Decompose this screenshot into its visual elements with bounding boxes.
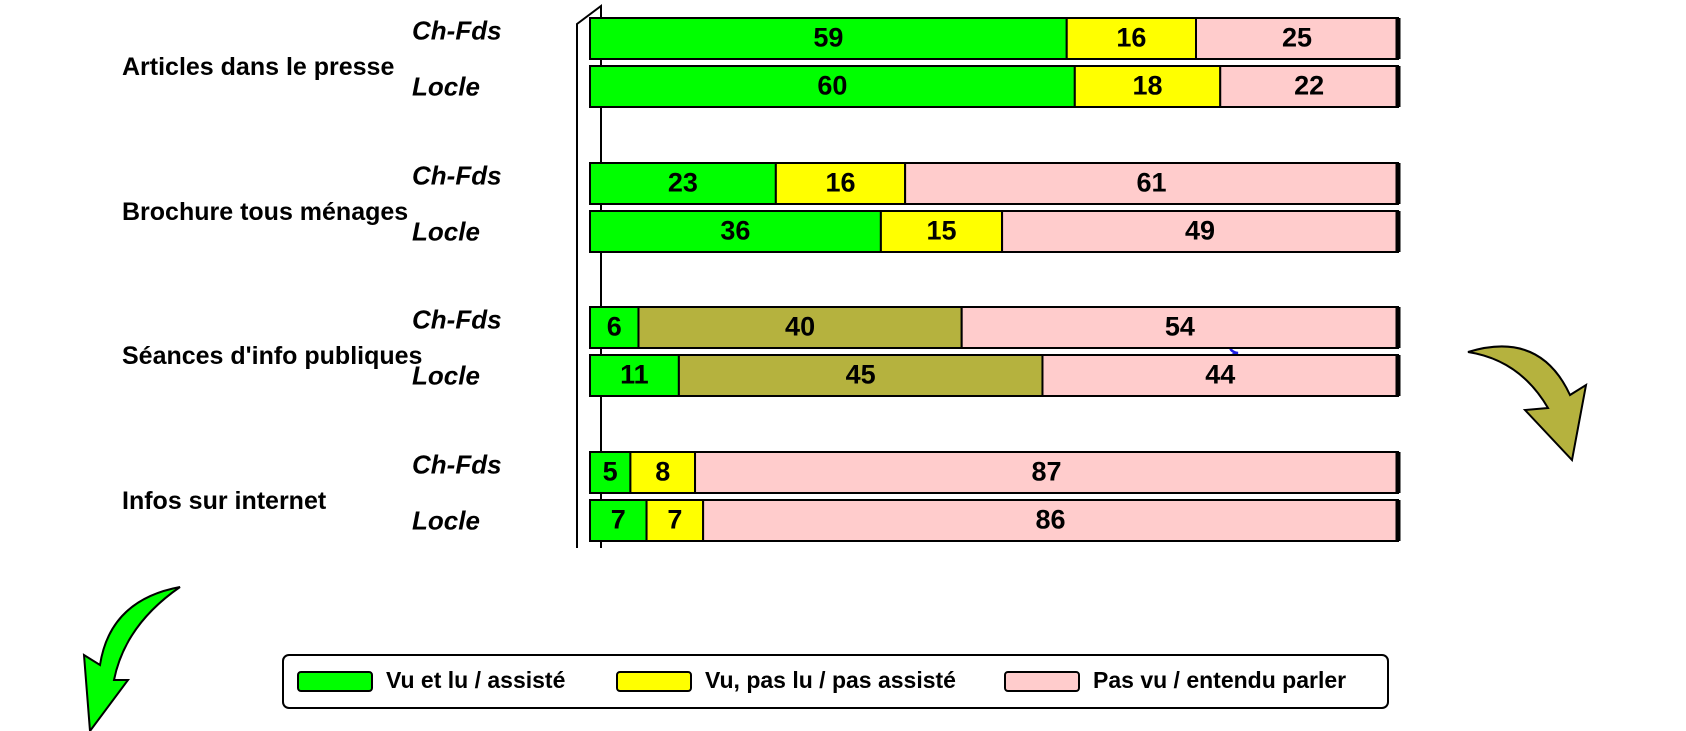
value-label: 6 <box>607 312 622 342</box>
bar-segment <box>904 162 1399 205</box>
bar-label: Locle <box>412 216 480 246</box>
legend-label: Vu et lu / assisté <box>386 667 565 693</box>
legend-swatch <box>616 671 692 692</box>
bar-segment <box>589 451 632 494</box>
arrow-decoration <box>1467 345 1588 463</box>
value-label: 18 <box>1132 71 1162 101</box>
legend-label: Pas vu / entendu parler <box>1093 667 1346 693</box>
bar-segment <box>629 451 697 494</box>
bar-segment <box>960 306 1399 349</box>
legend-label: Vu, pas lu / pas assisté <box>705 667 956 693</box>
value-label: 59 <box>813 23 843 53</box>
value-label: 61 <box>1137 168 1167 198</box>
bar-label: Locle <box>412 505 480 535</box>
bar-segment <box>1041 354 1399 397</box>
value-label: 45 <box>846 360 876 390</box>
bar-segment <box>589 306 640 349</box>
bar-segment <box>879 210 1004 253</box>
bar-segment <box>589 65 1076 108</box>
bar-label: Locle <box>412 71 480 101</box>
value-label: 49 <box>1185 216 1215 246</box>
value-label: 44 <box>1205 360 1235 390</box>
value-label: 7 <box>611 505 626 535</box>
group-label: Articles dans le presse <box>122 53 394 81</box>
value-label: 54 <box>1165 312 1195 342</box>
bar-segment <box>589 354 680 397</box>
value-label: 40 <box>785 312 815 342</box>
bar-segment <box>702 499 1399 542</box>
bar-segment <box>1073 65 1222 108</box>
legend-swatch <box>1004 671 1080 692</box>
group-label: Brochure tous ménages <box>122 198 408 226</box>
bar-segment <box>1195 17 1399 60</box>
value-label: 5 <box>603 457 618 487</box>
bar-label: Ch-Fds <box>412 160 502 190</box>
value-label: 16 <box>825 168 855 198</box>
bar-segment <box>1219 65 1399 108</box>
bar-segment <box>1001 210 1400 253</box>
bar-label: Ch-Fds <box>412 304 502 334</box>
value-label: 60 <box>817 71 847 101</box>
group-label: Séances d'info publiques <box>122 342 422 370</box>
value-label: 87 <box>1031 457 1061 487</box>
value-label: 8 <box>655 457 670 487</box>
value-label: 86 <box>1036 505 1066 535</box>
value-label: 11 <box>620 360 649 390</box>
arrow-decoration <box>82 586 181 731</box>
bar-label: Ch-Fds <box>412 449 502 479</box>
value-label: 16 <box>1116 23 1146 53</box>
legend-swatch <box>297 671 373 692</box>
bar-segment <box>694 451 1399 494</box>
bar-label: Ch-Fds <box>412 15 502 45</box>
axis-wall <box>576 4 602 548</box>
value-label: 25 <box>1282 23 1312 53</box>
value-label: 15 <box>926 216 956 246</box>
legend <box>282 654 1389 709</box>
bar-segment <box>589 17 1068 60</box>
value-label: 22 <box>1294 71 1324 101</box>
group-label: Infos sur internet <box>122 487 327 515</box>
bar-label: Locle <box>412 360 480 390</box>
value-label: 36 <box>720 216 750 246</box>
bar-segment <box>677 354 1044 397</box>
value-label: 23 <box>668 168 698 198</box>
value-label: 7 <box>667 505 682 535</box>
